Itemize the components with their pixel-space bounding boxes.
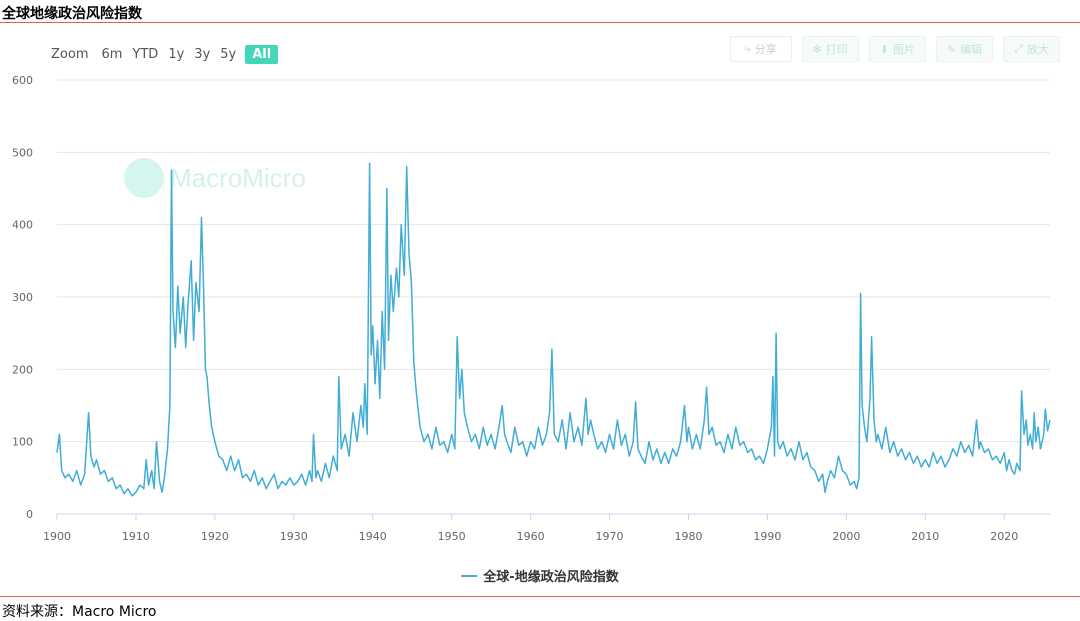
- edit-label: 编辑: [960, 43, 983, 56]
- zoom-selector: Zoom 6m YTD 1y 3y 5y All: [46, 45, 279, 64]
- share-button[interactable]: ⤷ 分享: [729, 36, 792, 62]
- series-line: [56, 162, 1051, 497]
- watermark: MacroMicro: [124, 158, 306, 198]
- share-icon: ⤷: [744, 42, 751, 55]
- download-label: 图片: [892, 43, 915, 56]
- y-axis: 0 100 200 300 400 500 600: [12, 74, 33, 521]
- x-tick-label: 1970: [596, 530, 624, 543]
- x-tick-label: 2010: [911, 530, 939, 543]
- x-tick-label: 1930: [280, 530, 308, 543]
- legend-swatch: [461, 574, 478, 577]
- y-tick-label: 200: [12, 363, 33, 376]
- x-tick-label: 1960: [517, 530, 545, 543]
- x-tick-label: 1980: [674, 530, 702, 543]
- legend-label[interactable]: 全球-地缘政治风险指数: [483, 570, 619, 585]
- pencil-icon: ✎: [946, 42, 957, 56]
- gear-icon: ✻: [812, 42, 822, 56]
- watermark-text: MacroMicro: [170, 162, 306, 193]
- fullscreen-button[interactable]: ⤢ 放大: [1003, 36, 1060, 62]
- print-label: 打印: [825, 43, 848, 56]
- x-tick-label: 1940: [359, 530, 387, 543]
- expand-icon: ⤢: [1014, 42, 1023, 55]
- fullscreen-label: 放大: [1027, 43, 1049, 56]
- x-tick-label: 1920: [201, 530, 229, 543]
- grid-lines: [57, 79, 1050, 515]
- zoom-ytd-button[interactable]: YTD: [132, 47, 159, 62]
- zoom-6m-button[interactable]: 6m: [101, 47, 123, 62]
- x-tick-label: 2020: [990, 530, 1018, 543]
- y-tick-label: 100: [12, 436, 33, 449]
- x-tick-label: 1990: [753, 530, 781, 543]
- bottom-divider: [0, 596, 1080, 597]
- x-axis: 1900 1910 1920 1930 1940 1950 1960 1970 1980 1990…: [43, 514, 1018, 543]
- share-label: 分享: [754, 43, 777, 56]
- zoom-all-button[interactable]: All: [245, 45, 279, 64]
- source-note: 资料来源：Macro Micro: [2, 604, 157, 620]
- x-tick-label: 1910: [122, 530, 150, 543]
- zoom-5y-button[interactable]: 5y: [220, 47, 237, 62]
- top-divider: [0, 22, 1080, 23]
- edit-button[interactable]: ✎ 编辑: [935, 36, 994, 62]
- page-title: 全球地缘政治风险指数: [2, 6, 142, 22]
- y-tick-label: 500: [12, 146, 33, 159]
- x-tick-label: 1900: [43, 530, 71, 543]
- download-button[interactable]: ⬇ 图片: [868, 36, 926, 62]
- chart-toolbar: ⤷ 分享 ✻ 打印 ⬇ 图片 ✎ 编辑 ⤢ 放大: [729, 36, 1060, 62]
- zoom-3y-button[interactable]: 3y: [194, 47, 211, 62]
- y-tick-label: 600: [12, 74, 33, 87]
- y-tick-label: 400: [12, 219, 33, 232]
- zoom-1y-button[interactable]: 1y: [168, 47, 185, 62]
- macromicro-logo-icon: [124, 158, 164, 198]
- zoom-label: Zoom: [51, 47, 89, 62]
- y-tick-label: 0: [26, 508, 33, 521]
- x-tick-label: 2000: [832, 530, 860, 543]
- y-tick-label: 300: [12, 291, 33, 304]
- legend: 全球-地缘政治风险指数: [0, 566, 1080, 585]
- download-icon: ⬇: [879, 42, 889, 56]
- print-button[interactable]: ✻ 打印: [801, 36, 859, 62]
- x-tick-label: 1950: [438, 530, 466, 543]
